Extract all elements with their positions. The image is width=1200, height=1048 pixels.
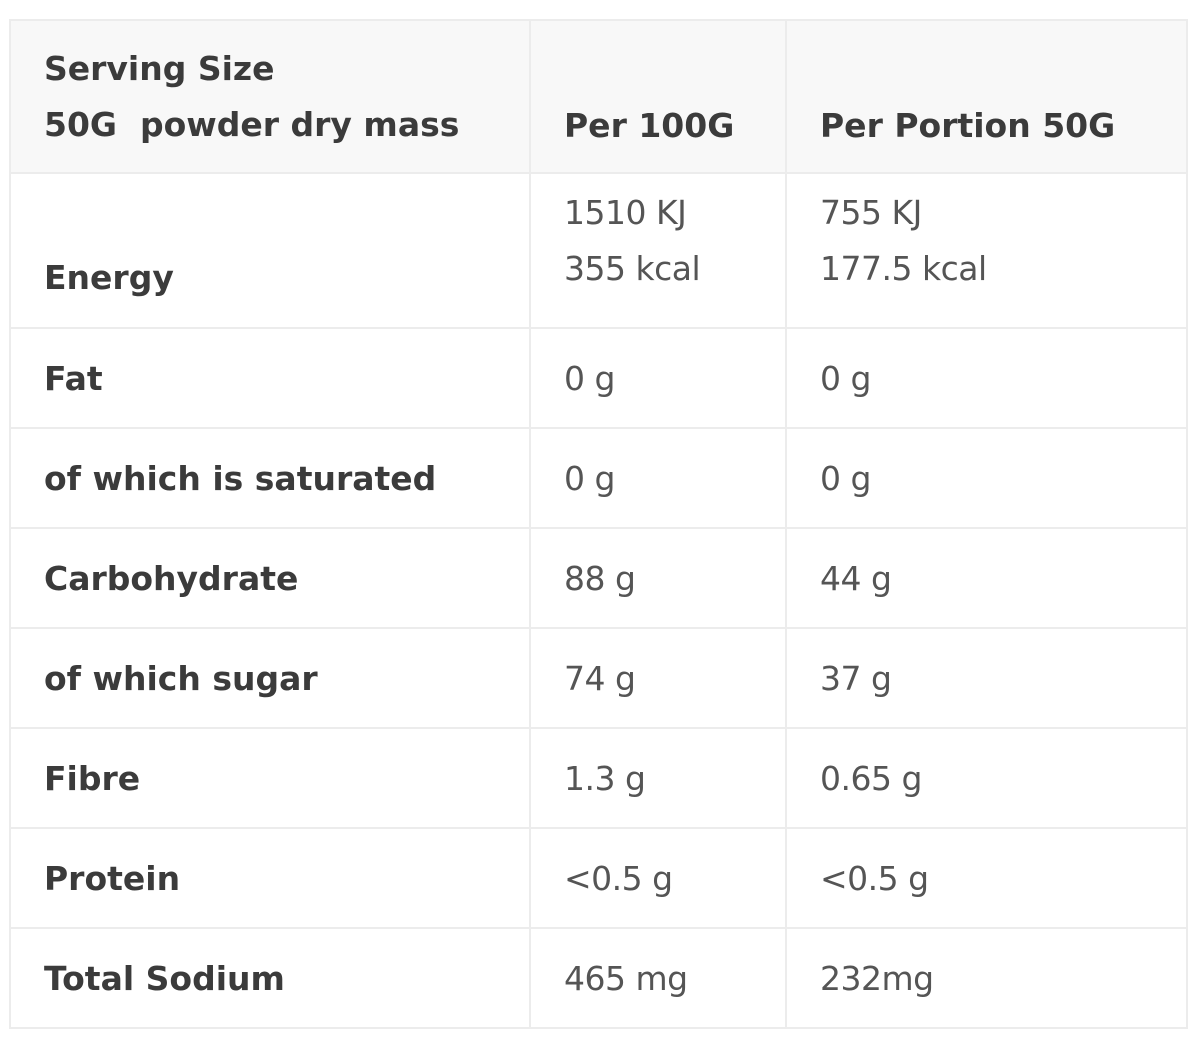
- cell-per-100g: <0.5 g: [529, 827, 787, 929]
- energy-kj-per-portion: 755 KJ: [820, 193, 922, 232]
- cell-per-100g: 0 g: [529, 427, 787, 529]
- table-body: Energy 1510 KJ 355 kcal 755 KJ 177.5 kca…: [9, 172, 1188, 1029]
- cell-per-portion: <0.5 g: [785, 827, 1188, 929]
- cell-per-portion: 37 g: [785, 627, 1188, 729]
- table-row-energy: Energy 1510 KJ 355 kcal 755 KJ 177.5 kca…: [9, 172, 1188, 329]
- energy-kj-per-100g: 1510 KJ: [564, 193, 687, 232]
- cell-per-portion: 44 g: [785, 527, 1188, 629]
- table-row-sugar: of which sugar 74 g 37 g: [9, 627, 1188, 729]
- cell-per-100g: 74 g: [529, 627, 787, 729]
- serving-size-label: Serving Size: [44, 48, 275, 88]
- table-row-saturated: of which is saturated 0 g 0 g: [9, 427, 1188, 529]
- row-label: of which is saturated: [9, 427, 531, 529]
- row-label: Energy: [9, 172, 531, 329]
- nutrition-table: Serving Size 50G powder dry mass Per 100…: [9, 19, 1188, 1029]
- table-header: Serving Size 50G powder dry mass Per 100…: [9, 19, 1188, 174]
- cell-per-100g: 465 mg: [529, 927, 787, 1029]
- row-label: Protein: [9, 827, 531, 929]
- header-serving-size: Serving Size 50G powder dry mass: [9, 19, 531, 174]
- energy-kcal-per-100g: 355 kcal: [564, 249, 701, 288]
- row-label: Fibre: [9, 727, 531, 829]
- table-row-fibre: Fibre 1.3 g 0.65 g: [9, 727, 1188, 829]
- table-row-sodium: Total Sodium 465 mg 232mg: [9, 927, 1188, 1029]
- table-row-protein: Protein <0.5 g <0.5 g: [9, 827, 1188, 929]
- row-label: Carbohydrate: [9, 527, 531, 629]
- cell-per-100g: 1510 KJ 355 kcal: [529, 172, 787, 329]
- energy-kcal-per-portion: 177.5 kcal: [820, 249, 987, 288]
- table-row-fat: Fat 0 g 0 g: [9, 327, 1188, 429]
- table-row-carbohydrate: Carbohydrate 88 g 44 g: [9, 527, 1188, 629]
- cell-per-portion: 232mg: [785, 927, 1188, 1029]
- cell-per-100g: 0 g: [529, 327, 787, 429]
- cell-per-100g: 1.3 g: [529, 727, 787, 829]
- cell-per-100g: 88 g: [529, 527, 787, 629]
- row-label: of which sugar: [9, 627, 531, 729]
- header-per-portion: Per Portion 50G: [785, 19, 1188, 174]
- row-label: Total Sodium: [9, 927, 531, 1029]
- header-row: Serving Size 50G powder dry mass Per 100…: [9, 19, 1188, 174]
- header-per-100g: Per 100G: [529, 19, 787, 174]
- row-label: Fat: [9, 327, 531, 429]
- serving-size-value: 50G powder dry mass: [44, 104, 460, 144]
- cell-per-portion: 0 g: [785, 427, 1188, 529]
- cell-per-portion: 0 g: [785, 327, 1188, 429]
- cell-per-portion: 755 KJ 177.5 kcal: [785, 172, 1188, 329]
- cell-per-portion: 0.65 g: [785, 727, 1188, 829]
